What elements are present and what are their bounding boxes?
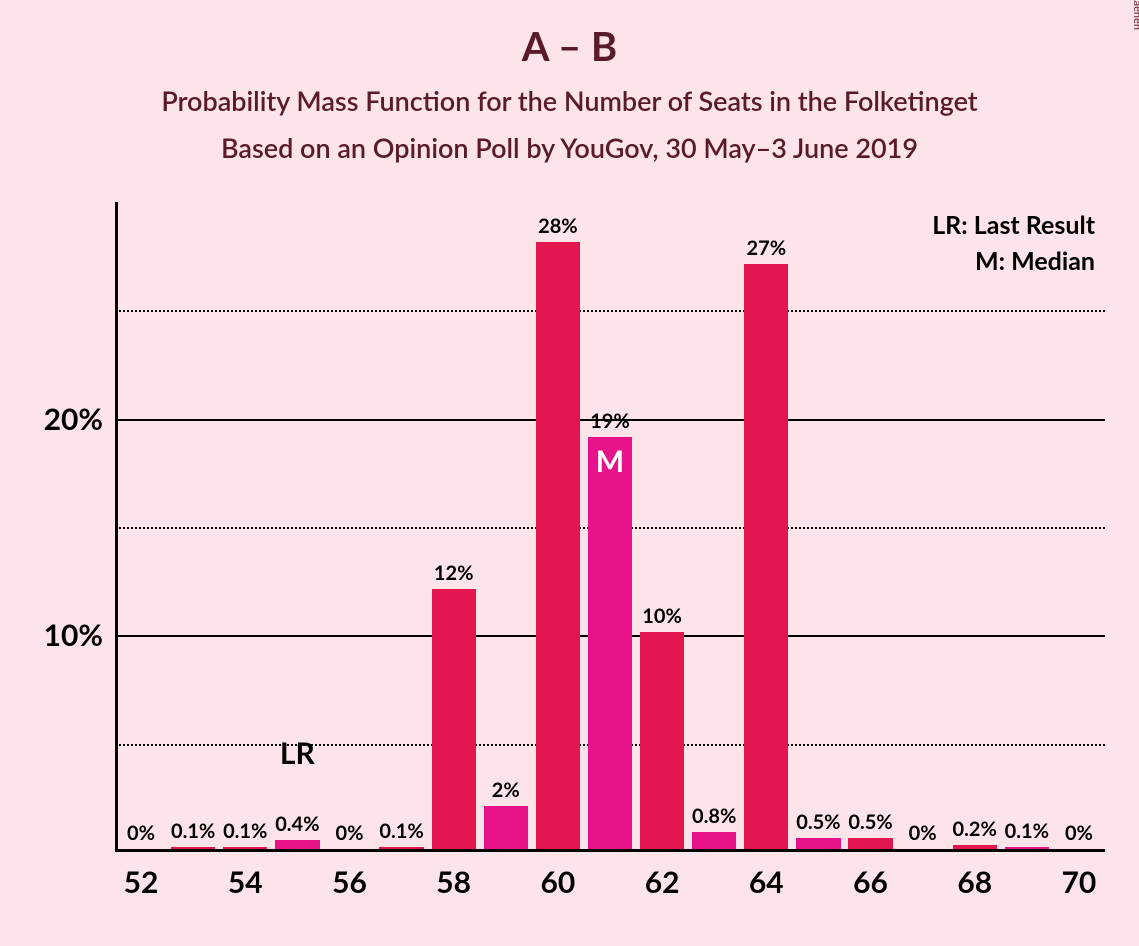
last-result-marker: LR xyxy=(280,735,315,771)
gridline-minor xyxy=(115,310,1105,312)
bar-value-label: 0.5% xyxy=(796,810,840,834)
bar: 28% xyxy=(536,242,580,849)
x-tick-label: 60 xyxy=(540,864,575,900)
bar-value-label: 0.5% xyxy=(848,810,892,834)
bar: 19%M xyxy=(588,437,632,849)
bar-value-label: 2% xyxy=(492,778,520,802)
bar-value-label: 0% xyxy=(127,821,155,845)
bar: 12% xyxy=(432,589,476,849)
bar: 0.1% xyxy=(379,847,423,849)
y-tick-label: 10% xyxy=(44,617,103,653)
x-tick-label: 54 xyxy=(228,864,263,900)
y-tick-label: 20% xyxy=(44,401,103,437)
x-tick-label: 68 xyxy=(957,864,992,900)
bar: 27% xyxy=(744,264,788,849)
bar: 0.5% xyxy=(848,838,892,849)
x-tick-label: 62 xyxy=(645,864,680,900)
x-tick-label: 70 xyxy=(1062,864,1097,900)
bar: 0.1% xyxy=(223,847,267,849)
bar-value-label: 12% xyxy=(434,561,474,585)
chart-title: A – B xyxy=(0,22,1139,70)
chart-legend: LR: Last Result M: Median xyxy=(932,210,1095,282)
bar-value-label: 0% xyxy=(335,821,363,845)
bar-value-label: 0.1% xyxy=(1005,819,1049,843)
bar-value-label: 0% xyxy=(1065,821,1093,845)
bar-value-label: 0.8% xyxy=(692,804,736,828)
copyright-text: © 2019 Filip van Laenen xyxy=(1131,0,1139,30)
bar-value-label: 0.1% xyxy=(223,819,267,843)
bar: 0.2% xyxy=(953,845,997,849)
chart-plot-area: LR: Last Result M: Median 10%20%52545658… xyxy=(115,202,1105,852)
median-marker: M xyxy=(596,443,624,479)
bar: 0.4% xyxy=(275,840,319,849)
legend-lr: LR: Last Result xyxy=(932,210,1095,240)
x-tick-label: 52 xyxy=(124,864,159,900)
bar-value-label: 0.1% xyxy=(171,819,215,843)
bar-value-label: 28% xyxy=(538,214,578,238)
bar-value-label: 0% xyxy=(909,821,937,845)
bar-value-label: 27% xyxy=(747,236,787,260)
bar: 0.1% xyxy=(171,847,215,849)
bar: 0.5% xyxy=(796,838,840,849)
x-tick-label: 56 xyxy=(332,864,367,900)
x-axis xyxy=(115,849,1105,852)
chart-subtitle-2: Based on an Opinion Poll by YouGov, 30 M… xyxy=(0,131,1139,164)
bar-value-label: 10% xyxy=(642,604,682,628)
bar-value-label: 0.4% xyxy=(275,812,319,836)
chart-subtitle-1: Probability Mass Function for the Number… xyxy=(0,84,1139,117)
x-tick-label: 66 xyxy=(853,864,888,900)
bar: 0.8% xyxy=(692,832,736,849)
x-tick-label: 64 xyxy=(749,864,784,900)
bar: 0.1% xyxy=(1005,847,1049,849)
bar: 2% xyxy=(484,806,528,849)
legend-median: M: Median xyxy=(932,246,1095,276)
x-tick-label: 58 xyxy=(436,864,471,900)
bar-value-label: 0.2% xyxy=(953,817,997,841)
bar: 10% xyxy=(640,632,684,849)
bar-value-label: 0.1% xyxy=(379,819,423,843)
bar-value-label: 19% xyxy=(590,409,630,433)
